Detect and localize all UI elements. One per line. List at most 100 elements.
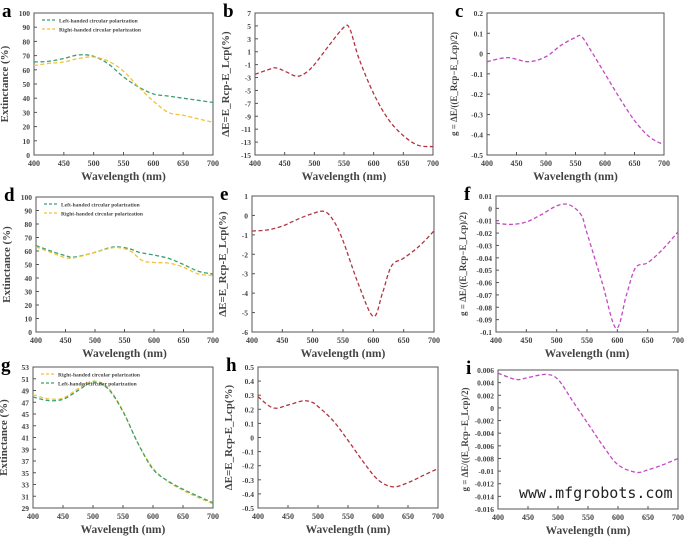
y-tick-label: -0.3 — [471, 110, 483, 119]
panel-label: b — [223, 1, 234, 22]
y-axis-label: g = ΔE/((E_Rcp−E_Lcp)/2) — [458, 212, 468, 316]
x-tick-label: 500 — [87, 512, 99, 521]
x-tick-label: 450 — [511, 159, 523, 168]
y-tick-label: -0.1 — [471, 70, 483, 79]
y-tick-label: -11 — [241, 125, 251, 134]
x-tick-label: 550 — [337, 336, 349, 345]
series-line — [495, 203, 679, 329]
series-line — [486, 34, 665, 146]
x-tick-label: 400 — [252, 512, 264, 521]
y-tick-label: -4 — [242, 289, 248, 298]
x-tick-label: 550 — [119, 336, 131, 345]
y-tick-label: 0.1 — [245, 419, 255, 428]
y-axis-label: g = ΔE/((E_Rcp−E_Lcp)/2) — [449, 32, 459, 136]
chart-panel-h: h 400 450 500 550 600 650 700 -0.5 -0.4 -0.3 -0.2 -0… — [223, 355, 444, 536]
x-axis-label: Wavelength (nm) — [533, 171, 618, 183]
x-tick-label: 400 — [490, 336, 502, 345]
panel-label: c — [455, 1, 463, 22]
y-tick-label: 100 — [21, 193, 33, 202]
x-tick-label: 600 — [372, 512, 384, 521]
x-axis-label: Wavelength (nm) — [81, 171, 166, 183]
y-tick-label: 0.4 — [245, 377, 255, 386]
y-tick-label: 43 — [22, 422, 30, 431]
y-tick-label: 31 — [22, 492, 30, 501]
y-tick-label: 40 — [25, 274, 33, 283]
y-tick-label: 1 — [244, 192, 248, 201]
x-tick-label: 600 — [599, 159, 611, 168]
y-tick-label: 7 — [247, 9, 251, 18]
y-tick-label: -0.01 — [478, 467, 494, 476]
chart-panel-d: d 400 450 500 550 600 650 700 0 10 20 30 40 50 60 70 80 9… — [1, 185, 219, 360]
y-tick-label: -0.1 — [242, 448, 254, 457]
x-tick-label: 400 — [28, 159, 40, 168]
x-tick-label: 400 — [30, 336, 42, 345]
x-axis-label: Wavelength (nm) — [302, 171, 387, 183]
x-tick-label: 450 — [60, 336, 72, 345]
y-tick-label: -0.004 — [475, 429, 495, 438]
y-tick-label: 40 — [23, 94, 31, 103]
x-tick-label: 700 — [428, 336, 440, 345]
y-tick-label: -0.08 — [476, 303, 492, 312]
y-tick-label: 0 — [244, 211, 248, 220]
y-tick-label: 5 — [247, 22, 251, 31]
y-tick-label: 49 — [22, 387, 30, 396]
y-tick-label: 35 — [22, 469, 30, 478]
y-tick-label: 60 — [25, 247, 33, 256]
x-axis-label: Wavelength (nm) — [546, 525, 631, 537]
x-tick-label: 650 — [642, 513, 654, 522]
x-tick-label: 400 — [27, 512, 39, 521]
x-tick-label: 600 — [611, 336, 623, 345]
y-tick-label: 41 — [22, 434, 30, 443]
x-tick-label: 550 — [117, 512, 129, 521]
chart-panel-f: f 400 450 500 550 600 650 700 -0.1 -0.09 -0.08 -0.0… — [458, 184, 684, 360]
y-tick-label: 0.004 — [477, 379, 494, 388]
x-tick-label: 550 — [342, 512, 354, 521]
y-tick-label: 0.2 — [245, 405, 255, 414]
x-axis-label: Wavelength (nm) — [545, 348, 630, 360]
x-tick-label: 450 — [58, 159, 70, 168]
y-tick-label: 0 — [479, 50, 483, 59]
y-tick-label: -9 — [245, 112, 251, 121]
x-tick-label: 500 — [312, 512, 324, 521]
plot-frame — [32, 366, 214, 509]
y-tick-label: -0.5 — [242, 504, 254, 513]
x-tick-label: 500 — [551, 336, 563, 345]
y-tick-label: 70 — [25, 234, 33, 243]
series-line — [35, 244, 214, 275]
y-tick-label: -1 — [245, 61, 251, 70]
x-tick-label: 450 — [276, 336, 288, 345]
x-tick-label: 650 — [177, 512, 189, 521]
x-tick-label: 550 — [570, 159, 582, 168]
x-tick-label: 700 — [207, 336, 219, 345]
x-tick-label: 400 — [492, 513, 504, 522]
y-tick-label: 3 — [247, 35, 251, 44]
y-tick-label: 33 — [22, 481, 30, 490]
y-tick-label: -0.05 — [476, 266, 492, 275]
y-tick-label: 0.1 — [474, 29, 484, 38]
y-tick-label: 53 — [22, 363, 30, 372]
y-tick-label: 60 — [23, 66, 31, 75]
series-line — [497, 372, 679, 474]
y-tick-label: -13 — [241, 138, 251, 147]
y-tick-label: 20 — [25, 301, 33, 310]
x-tick-label: 450 — [282, 512, 294, 521]
chart-panel-g: g 400 450 500 550 600 650 700 29 31 33 35 37 39 41 43 45… — [0, 355, 219, 536]
x-tick-label: 700 — [427, 159, 439, 168]
y-tick-label: 37 — [22, 457, 30, 466]
y-tick-label: -0.002 — [475, 417, 495, 426]
y-axis-label: g = ΔE/((E_Rcp−E_Lcp)/2) — [460, 388, 470, 492]
y-tick-label: -0.3 — [242, 476, 254, 485]
y-tick-label: -0.4 — [471, 131, 483, 140]
series-line — [32, 381, 214, 504]
series-line — [257, 396, 439, 488]
series-line — [35, 246, 214, 276]
x-tick-label: 550 — [582, 513, 594, 522]
y-tick-label: 0.002 — [477, 391, 494, 400]
x-axis-label: Wavelength (nm) — [82, 348, 167, 360]
x-tick-label: 700 — [207, 159, 219, 168]
y-tick-label: -2 — [242, 250, 248, 259]
y-tick-label: -0.012 — [475, 480, 495, 489]
panel-label: i — [466, 358, 471, 379]
